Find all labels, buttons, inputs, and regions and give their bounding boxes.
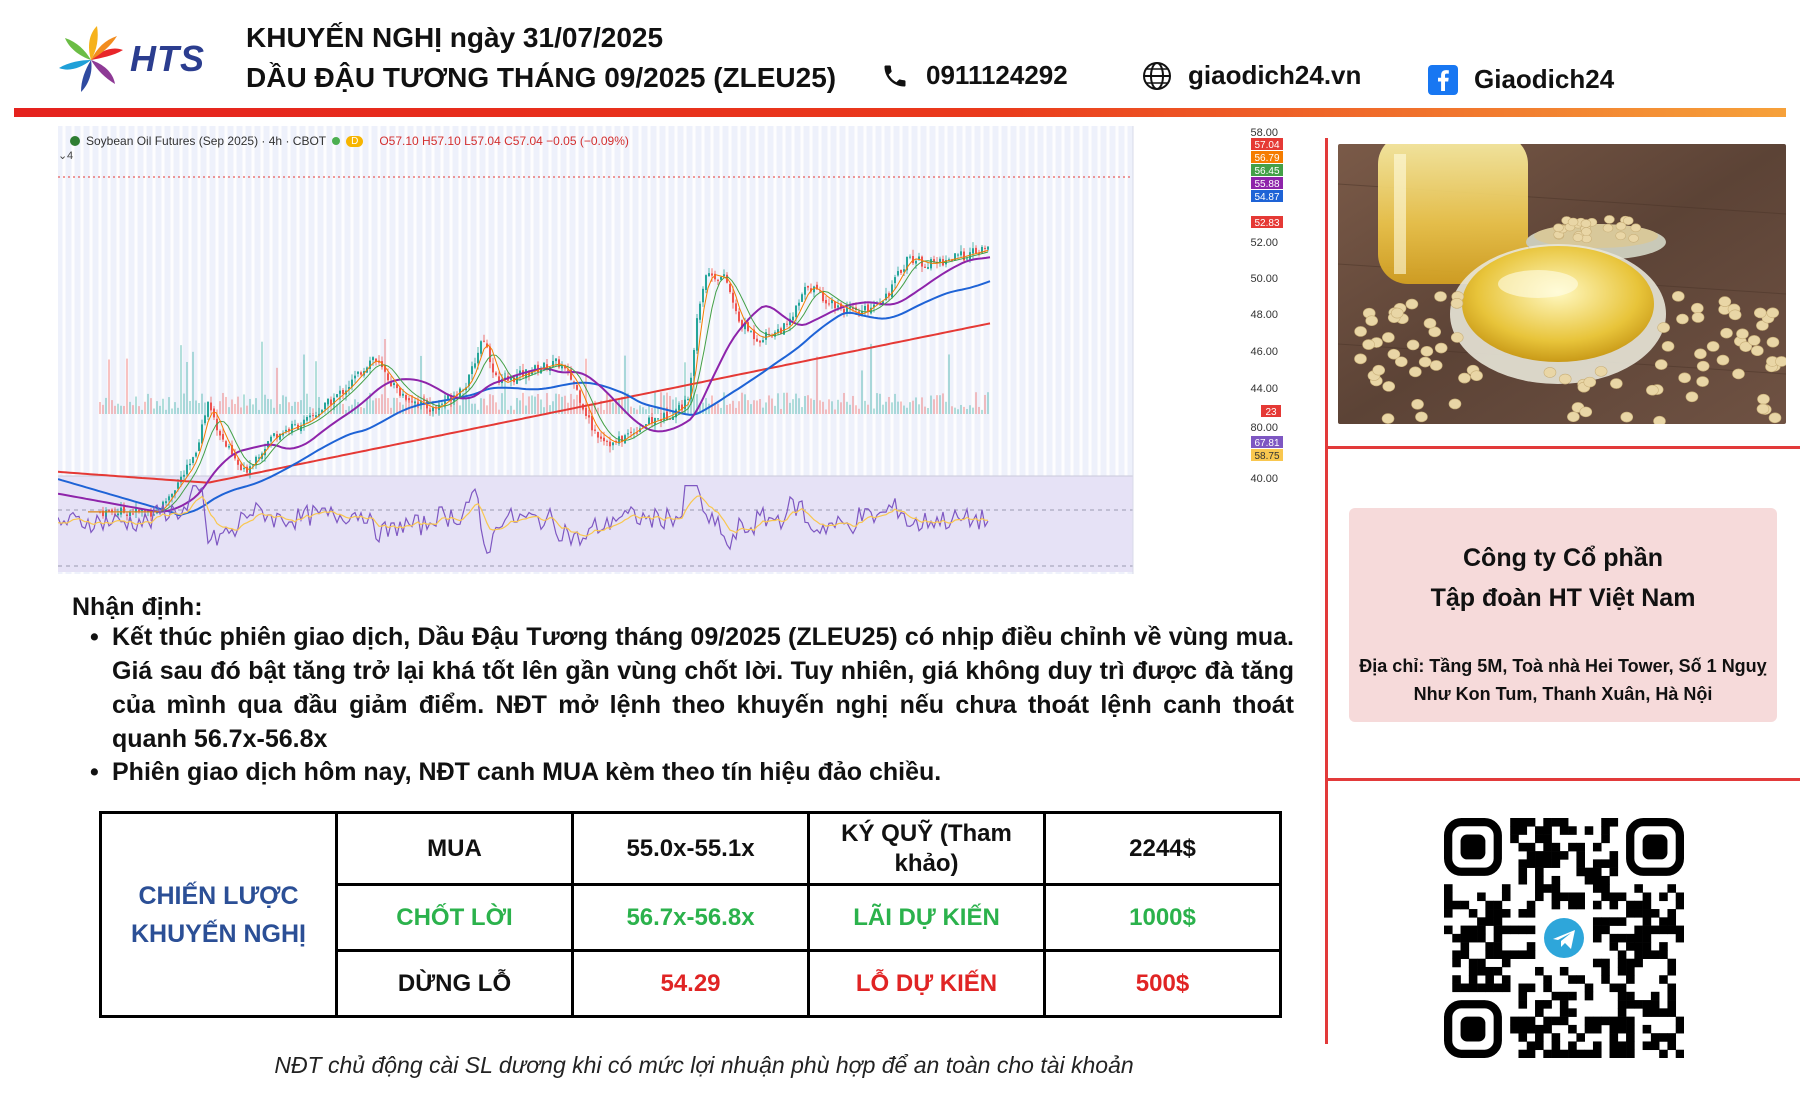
- range-cell: 55.0x-55.1x: [571, 811, 810, 886]
- pane-badge: 4: [67, 150, 73, 162]
- analysis-text: Kết thúc phiên giao dịch, Dầu Đậu Tương …: [112, 623, 1294, 753]
- footnote: NĐT chủ động cài SL dương khi có mức lợi…: [274, 1052, 1134, 1078]
- range-cell: 56.7x-56.8x: [571, 883, 810, 952]
- strategy-table: CHIẾN LƯỢC KHUYẾN NGHỊ MUA 55.0x-55.1x K…: [99, 811, 1282, 1018]
- status-dot-icon: [332, 137, 341, 145]
- soybean-oil-photo: [1338, 144, 1786, 424]
- volume-tag-label: 23: [1265, 407, 1277, 418]
- price-tick-label: 50.00: [1250, 273, 1278, 285]
- hts-logo: HTS: [58, 22, 208, 98]
- instrument-title: DẦU ĐẬU TƯƠNG THÁNG 09/2025 (ZLEU25): [246, 62, 837, 93]
- telegram-qr-icon[interactable]: [1444, 818, 1685, 1059]
- rsi-tag: [1251, 449, 1283, 461]
- volume-bars: [99, 339, 989, 414]
- company-card: Công ty Cổ phần Tập đoàn HT Việt Nam Địa…: [1349, 508, 1777, 722]
- header-accent-bar: [14, 108, 1786, 117]
- price-tick-label: 48.00: [1250, 309, 1278, 321]
- svg-text:⌄: ⌄: [58, 150, 67, 162]
- price-tag: [1251, 177, 1283, 189]
- facebook-icon: [1428, 64, 1458, 95]
- range-cell: 54.29: [571, 949, 810, 1018]
- chart-symbol: Soybean Oil Futures (Sep 2025) · 4h · CB…: [86, 134, 327, 148]
- action-cell: MUA: [335, 811, 574, 886]
- symbol-icon: [70, 136, 80, 146]
- metric-cell: LÃI DỰ KIẾN: [807, 883, 1046, 952]
- phone-icon: [880, 61, 910, 91]
- price-tag-label: 55.88: [1254, 179, 1279, 190]
- website-link[interactable]: giaodich24.vn: [1142, 60, 1361, 91]
- table-row: CHỐT LỜI 56.7x-56.8x LÃI DỰ KIẾN 1000$: [101, 883, 1282, 952]
- price-tags: 57.04 56.79 56.45 55.88 54.87 52.83 23 67.81 58.…: [1251, 138, 1283, 462]
- volume-tag: [1261, 405, 1281, 417]
- price-chart: 58.00 52.00 50.00 48.00 46.00 44.00 80.00 40.00…: [58, 126, 1283, 574]
- price-tick-label: 52.00: [1250, 237, 1278, 249]
- interval-badge: D: [346, 135, 364, 147]
- company-name-line1: Công ty Cổ phần: [1463, 544, 1663, 572]
- rsi-tag-label: 67.81: [1254, 438, 1279, 449]
- ma-20-line: [88, 251, 989, 513]
- rsi-pane: [58, 476, 1133, 572]
- rsi-line: [58, 484, 989, 554]
- amount-cell: 2244$: [1043, 811, 1282, 886]
- price-tag: [1251, 138, 1283, 150]
- right-divider-2: [1327, 778, 1800, 781]
- price-tag-label: 52.83: [1254, 218, 1279, 229]
- price-tick-label: 46.00: [1250, 346, 1278, 358]
- price-tag: [1251, 190, 1283, 202]
- metric-cell: KÝ QUỸ (Tham khảo): [807, 811, 1046, 886]
- company-name-line2: Tập đoàn HT Việt Nam: [1430, 584, 1696, 612]
- price-tick-label: 58.00: [1250, 127, 1278, 139]
- rsi-tag: [1251, 436, 1283, 448]
- phone-contact[interactable]: 0911124292: [880, 60, 1068, 91]
- chart-legend: Soybean Oil Futures (Sep 2025) · 4h · CB…: [70, 134, 629, 148]
- phone-number: 0911124292: [926, 60, 1068, 90]
- price-tag-label: 54.87: [1254, 192, 1279, 203]
- right-divider-1: [1327, 446, 1800, 449]
- rsi-tick-label: 80.00: [1250, 422, 1278, 434]
- amount-cell: 1000$: [1043, 883, 1282, 952]
- price-tag-label: 56.79: [1254, 153, 1279, 164]
- globe-icon: [1142, 61, 1172, 91]
- rsi-tick-label: 40.00: [1250, 473, 1278, 485]
- table-row: CHIẾN LƯỢC KHUYẾN NGHỊ MUA 55.0x-55.1x K…: [99, 811, 1282, 1018]
- ma-50-line: [58, 256, 991, 513]
- metric-cell: LỖ DỰ KIẾN: [807, 949, 1046, 1018]
- brand-name: HTS: [130, 38, 205, 79]
- amount-cell: 500$: [1043, 949, 1282, 1018]
- strategy-heading: CHIẾN LƯỢC KHUYẾN NGHỊ: [99, 811, 338, 1018]
- analysis-text: Phiên giao dịch hôm nay, NĐT canh MUA kè…: [112, 758, 942, 786]
- analysis-heading: Nhận định:: [72, 593, 203, 621]
- column-divider: [1325, 138, 1328, 1044]
- price-axis: 58.00 52.00 50.00 48.00 46.00 44.00 80.00 40.00: [1250, 127, 1278, 485]
- ma-200-line: [58, 322, 991, 484]
- ma-10-line: [88, 249, 989, 513]
- ma-100-line: [58, 280, 991, 517]
- action-cell: DỪNG LỖ: [335, 949, 574, 1018]
- action-cell: CHỐT LỜI: [335, 883, 574, 952]
- price-tag-label: 56.45: [1254, 166, 1279, 177]
- website-url: giaodich24.vn: [1188, 60, 1362, 90]
- pinwheel-logo-icon: [59, 26, 123, 92]
- price-tick-label: 44.00: [1250, 383, 1278, 395]
- report-title: KHUYẾN NGHỊ ngày 31/07/2025: [246, 22, 664, 53]
- price-tag: [1251, 216, 1283, 228]
- price-tag-label: 57.04: [1254, 140, 1279, 151]
- chart-ohlc: O57.10 H57.10 L57.04 C57.04 −0.05 (−0.09…: [379, 134, 629, 148]
- rsi-ma-line: [58, 495, 989, 537]
- price-tag: [1251, 151, 1283, 163]
- facebook-link[interactable]: Giaodich24: [1428, 64, 1614, 95]
- rsi-tag-label: 58.75: [1254, 451, 1279, 462]
- price-tag: [1251, 164, 1283, 176]
- facebook-name: Giaodich24: [1474, 64, 1615, 94]
- company-address: Địa chỉ: Tầng 5M, Toà nhà Hei Tower, Số …: [1359, 656, 1767, 704]
- table-row: DỪNG LỖ 54.29 LỖ DỰ KIẾN 500$: [101, 949, 1282, 1018]
